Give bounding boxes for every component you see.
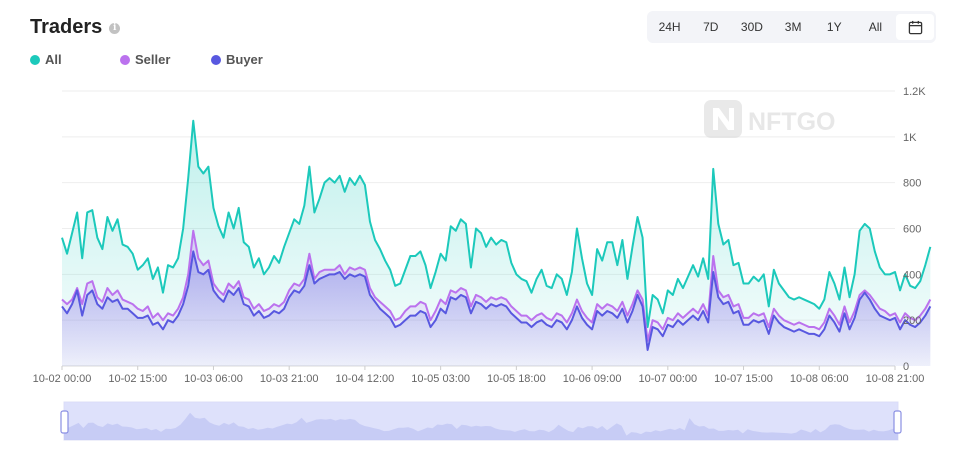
watermark-logo-mark [713, 108, 734, 130]
x-axis: 10-02 00:00 10-02 15:00 10-03 06:00 10-03 2… [33, 366, 925, 385]
y-tick-label: 1.2K [903, 86, 926, 98]
series-layer [61, 119, 932, 366]
x-tick-label: 10-08 21:00 [866, 373, 925, 385]
navigator-handle-right[interactable] [893, 410, 902, 434]
navigator-preview-area [64, 412, 898, 440]
time-range-selector: 24H 7D 30D 3M 1Y All [647, 11, 936, 43]
range-button-30d[interactable]: 30D [740, 20, 763, 34]
x-tick-label: 10-04 12:00 [336, 373, 395, 385]
y-tick-label: 800 [903, 178, 921, 190]
legend: All Seller Buyer [30, 52, 263, 67]
range-navigator[interactable] [60, 401, 902, 441]
range-button-all[interactable]: All [868, 20, 883, 34]
range-button-7d[interactable]: 7D [703, 20, 719, 34]
x-tick-label: 10-07 15:00 [714, 373, 773, 385]
watermark-text: NFTGO [748, 108, 836, 136]
x-tick-label: 10-06 09:00 [563, 373, 622, 385]
y-tick-label: 0 [903, 361, 909, 373]
legend-dot-all [30, 54, 40, 65]
y-tick-label: 400 [903, 269, 921, 281]
y-tick-label: 200 [903, 315, 921, 327]
watermark: NFTGO [704, 100, 836, 138]
legend-item-seller[interactable]: Seller [120, 52, 211, 67]
x-tick-label: 10-05 03:00 [411, 373, 470, 385]
legend-label-all: All [45, 52, 62, 67]
legend-item-buyer[interactable]: Buyer [211, 52, 263, 67]
legend-label-buyer: Buyer [226, 52, 263, 67]
chart-title: Traders [30, 16, 103, 38]
x-tick-label: 10-02 15:00 [108, 373, 167, 385]
range-button-24h[interactable]: 24H [658, 20, 681, 34]
legend-label-seller: Seller [135, 52, 171, 67]
x-tick-label: 10-07 00:00 [638, 373, 697, 385]
calendar-button[interactable] [896, 14, 935, 40]
x-tick-label: 10-03 06:00 [184, 373, 243, 385]
y-tick-label: 600 [903, 224, 921, 236]
info-icon[interactable]: i [109, 23, 121, 34]
legend-item-all[interactable]: All [30, 52, 120, 67]
legend-dot-seller [120, 54, 130, 65]
series-line-buyer [61, 250, 932, 351]
chart-header: Traders i [30, 16, 121, 39]
x-tick-label: 10-05 18:00 [487, 373, 546, 385]
range-button-1y[interactable]: 1Y [826, 20, 842, 34]
y-axis: 0 200 400 600 800 1K 1.2K [903, 86, 926, 373]
series-line-seller [61, 229, 932, 342]
x-tick-label: 10-03 21:00 [260, 373, 319, 385]
series-line-all [61, 119, 932, 329]
x-tick-label: 10-08 06:00 [790, 373, 849, 385]
y-tick-label: 1K [903, 132, 917, 144]
legend-dot-buyer [211, 54, 221, 65]
x-tick-label: 10-02 00:00 [33, 373, 92, 385]
navigator-handle-left[interactable] [60, 410, 69, 434]
range-button-3m[interactable]: 3M [784, 20, 802, 34]
calendar-icon [908, 20, 922, 34]
